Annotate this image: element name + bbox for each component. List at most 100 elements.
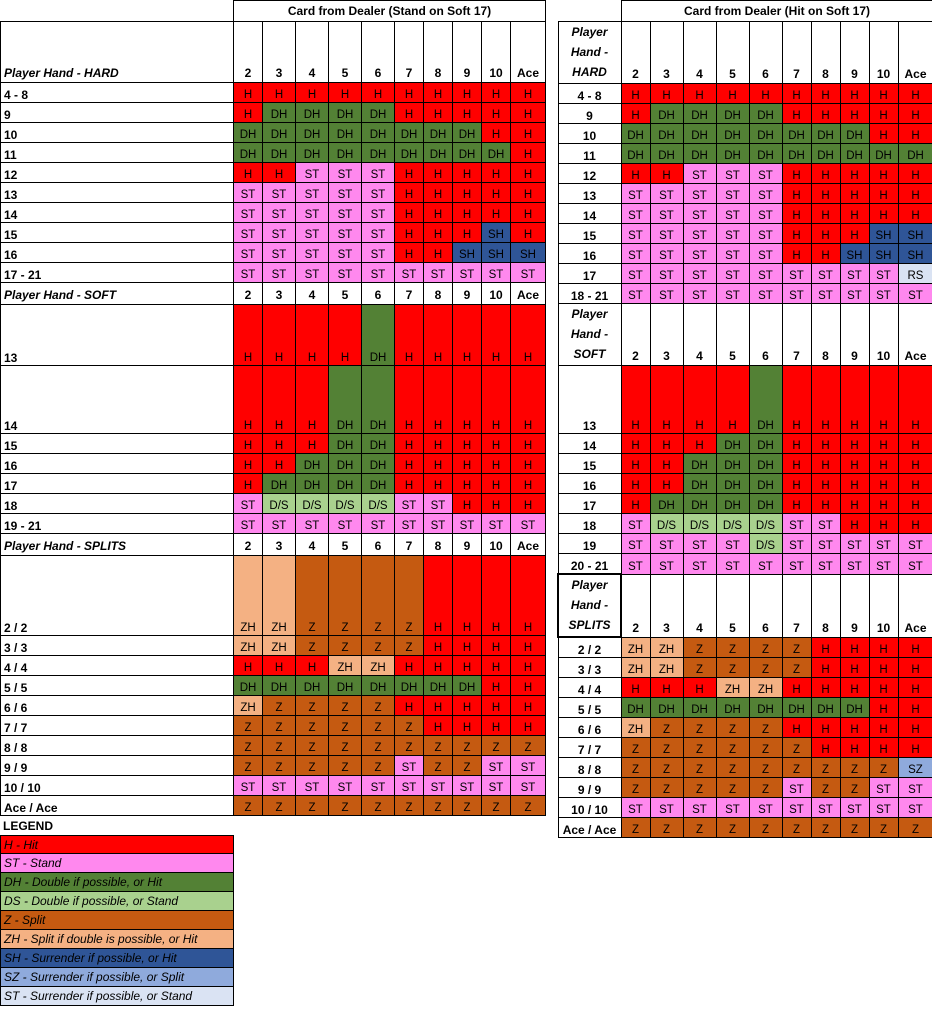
- player-hand-label: 5 / 5: [557, 697, 622, 718]
- dealer-card-header: 4: [295, 21, 329, 83]
- strategy-cell: ST: [781, 283, 812, 304]
- strategy-cell: H: [839, 473, 870, 494]
- player-hand-label: 16: [557, 473, 622, 494]
- strategy-cell: ST: [649, 553, 684, 575]
- player-hand-label: 6 / 6: [0, 695, 234, 716]
- strategy-cell: H: [839, 513, 870, 534]
- table-row: 4 / 4 H H H ZH ZH H H H H H: [0, 655, 546, 676]
- strategy-cell: H: [262, 82, 296, 103]
- strategy-cell: Z: [748, 777, 783, 798]
- player-hand-label: 9 / 9: [557, 777, 622, 798]
- strategy-cell: ST: [715, 263, 750, 284]
- strategy-cell: H: [810, 453, 841, 474]
- strategy-cell: ST: [810, 533, 841, 554]
- table-row: 12 H H ST ST ST H H H H H: [557, 163, 932, 184]
- strategy-cell: DH: [328, 365, 362, 434]
- table-row: 17 ST ST ST ST ST ST ST ST ST RS: [557, 263, 932, 284]
- strategy-cell: ST: [262, 202, 296, 223]
- player-hand-label: 16: [0, 453, 234, 474]
- player-hand-label: 19: [557, 533, 622, 554]
- strategy-cell: DH: [361, 304, 395, 366]
- strategy-cell: ST: [810, 283, 841, 304]
- strategy-cell: H: [781, 223, 812, 244]
- table-row: 5 / 5 DH DH DH DH DH DH DH DH H H: [557, 697, 932, 718]
- strategy-cell: Z: [868, 757, 899, 778]
- strategy-cell: H: [649, 83, 684, 104]
- strategy-cell: H: [394, 473, 424, 494]
- dealer-card-header: 5: [328, 282, 362, 305]
- strategy-cell: H: [781, 453, 812, 474]
- strategy-cell: H: [781, 203, 812, 224]
- strategy-cell: H: [839, 223, 870, 244]
- legend-item: ST - Surrender if possible, or Stand: [0, 987, 234, 1006]
- strategy-cell: H: [423, 304, 453, 366]
- strategy-cell: H: [452, 635, 482, 656]
- strategy-cell: DH: [649, 493, 684, 514]
- strategy-cell: ST: [682, 183, 717, 204]
- player-hand-label: 16: [557, 243, 622, 264]
- strategy-cell: H: [781, 243, 812, 264]
- strategy-cell: H: [262, 162, 296, 183]
- table-row: 18 - 21 ST ST ST ST ST ST ST ST ST ST: [557, 283, 932, 304]
- strategy-cell: H: [620, 493, 651, 514]
- strategy-cell: DH: [682, 493, 717, 514]
- strategy-cell: ST: [262, 513, 296, 534]
- strategy-cell: DH: [361, 433, 395, 454]
- strategy-cell: H: [481, 202, 511, 223]
- strategy-cell: ST: [810, 797, 841, 818]
- strategy-cell: Z: [510, 735, 546, 756]
- table-row: Ace / Ace Z Z Z Z Z Z Z Z Z Z: [0, 795, 546, 816]
- dealer-card-header: 9: [839, 573, 870, 638]
- strategy-cell: H: [897, 697, 932, 718]
- strategy-cell: H: [897, 203, 932, 224]
- strategy-cell: Z: [423, 735, 453, 756]
- dealer-card-header: 4: [295, 282, 329, 305]
- strategy-cell: H: [781, 163, 812, 184]
- strategy-cell: ZH: [233, 635, 263, 656]
- strategy-cell: H: [715, 365, 750, 434]
- strategy-cell: H: [781, 493, 812, 514]
- strategy-cell: ST: [781, 533, 812, 554]
- legend-item: Z - Split: [0, 911, 234, 930]
- strategy-cell: ZH: [748, 677, 783, 698]
- strategy-cell: DH: [748, 493, 783, 514]
- strategy-cell: DH: [452, 142, 482, 163]
- dealer-card-header: 10: [868, 573, 899, 638]
- strategy-cell: ST: [620, 283, 651, 304]
- player-hand-label: 18: [0, 493, 234, 514]
- strategy-cell: D/S: [748, 513, 783, 534]
- table-row: 9 / 9 Z Z Z Z Z ST Z Z ST ST: [0, 755, 546, 776]
- strategy-cell: DH: [295, 453, 329, 474]
- splits-section-label: Player Hand - SPLITS: [0, 533, 234, 556]
- table-row: 15 H H H DH DH H H H H H: [0, 433, 546, 454]
- strategy-cell: D/S: [649, 513, 684, 534]
- strategy-cell: H: [452, 162, 482, 183]
- strategy-cell: Z: [262, 715, 296, 736]
- strategy-cell: ST: [810, 263, 841, 284]
- strategy-cell: D/S: [262, 493, 296, 514]
- player-hand-label: 18: [557, 513, 622, 534]
- strategy-cell: H: [423, 473, 453, 494]
- strategy-cell: Z: [262, 735, 296, 756]
- strategy-cell: H: [394, 102, 424, 123]
- strategy-cell: DH: [452, 122, 482, 143]
- strategy-cell: Z: [649, 717, 684, 738]
- strategy-cell: DH: [620, 123, 651, 144]
- strategy-cell: ZH: [361, 655, 395, 676]
- strategy-cell: DH: [233, 142, 263, 163]
- table-row: 10 DH DH DH DH DH DH DH DH H H: [0, 122, 546, 143]
- strategy-cell: ST: [682, 223, 717, 244]
- strategy-cell: H: [897, 493, 932, 514]
- strategy-cell: Z: [839, 757, 870, 778]
- strategy-cell: DH: [481, 142, 511, 163]
- legend-item: SH - Surrender if possible, or Hit: [0, 949, 234, 968]
- strategy-cell: H: [868, 513, 899, 534]
- player-hand-label: 3 / 3: [0, 635, 234, 656]
- strategy-cell: ST: [839, 263, 870, 284]
- strategy-cell: ST: [715, 797, 750, 818]
- strategy-cell: Z: [295, 635, 329, 656]
- strategy-cell: ST: [748, 283, 783, 304]
- strategy-cell: ST: [452, 262, 482, 283]
- player-hand-label: 2 / 2: [0, 555, 234, 636]
